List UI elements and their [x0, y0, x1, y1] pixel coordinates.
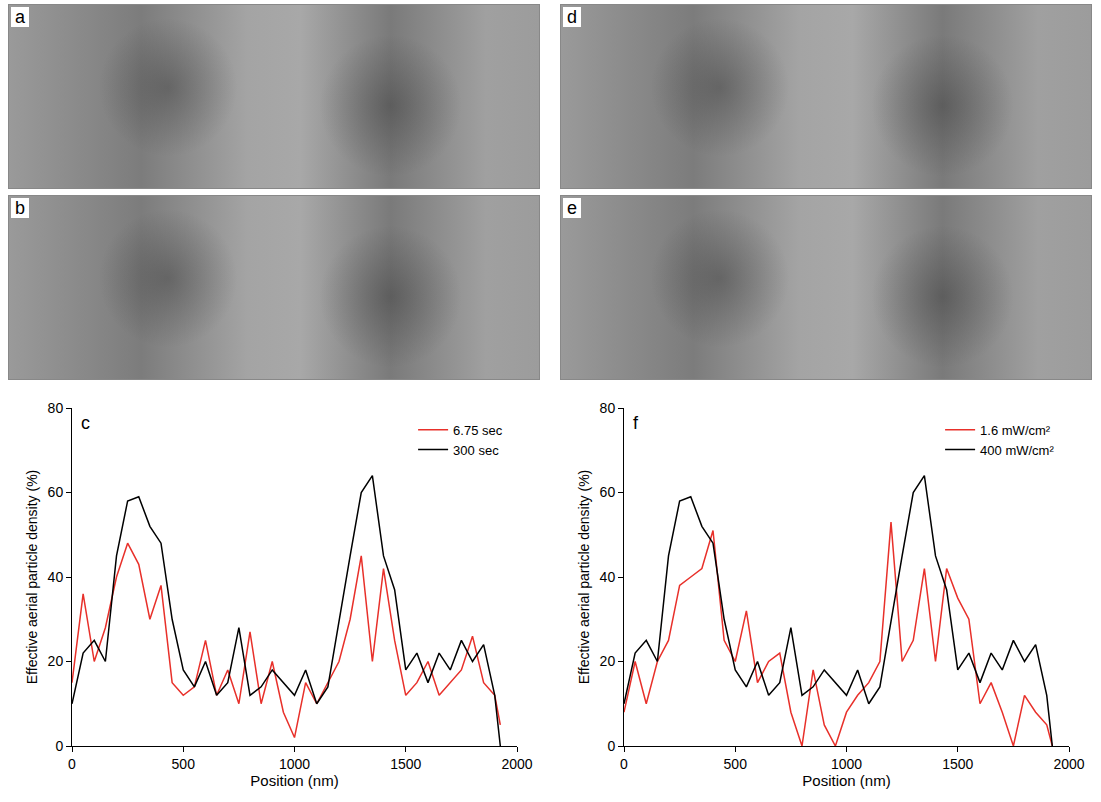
- svg-text:20: 20: [48, 653, 64, 669]
- svg-text:60: 60: [48, 484, 64, 500]
- svg-text:0: 0: [55, 738, 63, 754]
- svg-text:80: 80: [600, 400, 616, 416]
- svg-text:f: f: [633, 413, 639, 433]
- html-text:b: b: [15, 198, 25, 218]
- svg-text:40: 40: [48, 569, 64, 585]
- svg-text:300 sec: 300 sec: [453, 443, 499, 458]
- svg-text:Position (nm): Position (nm): [250, 772, 338, 789]
- svg-text:1000: 1000: [831, 756, 862, 772]
- svg-text:c: c: [81, 413, 90, 433]
- svg-text:20: 20: [600, 653, 616, 669]
- svg-text:2000: 2000: [1053, 756, 1084, 772]
- svg-text:0: 0: [607, 738, 615, 754]
- svg-text:1.6 mW/cm²: 1.6 mW/cm²: [980, 423, 1051, 438]
- svg-text:0: 0: [620, 756, 628, 772]
- html-text:a: a: [15, 7, 25, 27]
- svg-text:2000: 2000: [501, 756, 532, 772]
- svg-text:80: 80: [48, 400, 64, 416]
- svg-text:Effective aerial particle dens: Effective aerial particle density (%): [576, 470, 592, 685]
- svg-text:6.75 sec: 6.75 sec: [453, 423, 503, 438]
- svg-text:1500: 1500: [942, 756, 973, 772]
- svg-text:0: 0: [68, 756, 76, 772]
- svg-text:500: 500: [724, 756, 748, 772]
- svg-text:Effective aerial particle dens: Effective aerial particle density (%): [24, 470, 40, 685]
- svg-text:Position (nm): Position (nm): [802, 772, 890, 789]
- svg-text:1000: 1000: [279, 756, 310, 772]
- html-text:d: d: [567, 7, 577, 27]
- svg-text:500: 500: [172, 756, 196, 772]
- svg-text:400 mW/cm²: 400 mW/cm²: [980, 443, 1054, 458]
- svg-text:1500: 1500: [390, 756, 421, 772]
- html-text:e: e: [567, 198, 577, 218]
- svg-text:60: 60: [600, 484, 616, 500]
- svg-text:40: 40: [600, 569, 616, 585]
